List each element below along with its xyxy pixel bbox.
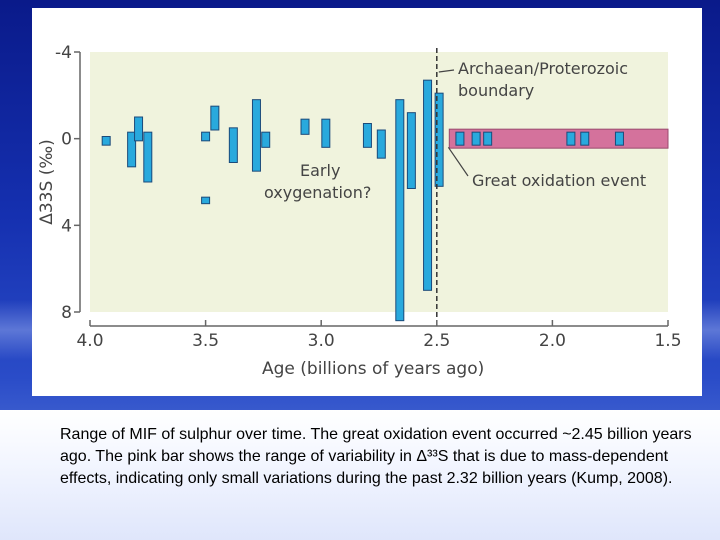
- range-bar: [143, 131, 153, 183]
- range-bar: [406, 112, 416, 189]
- x-tick-label: 3.5: [192, 331, 219, 351]
- x-tick-label: 2.5: [423, 331, 450, 351]
- y-tick-label: -4: [55, 43, 72, 63]
- early-oxygenation-label: Early: [300, 161, 340, 180]
- range-bar: [455, 131, 465, 146]
- range-bar: [201, 131, 211, 142]
- range-bar: [251, 99, 261, 172]
- range-bar: [566, 131, 576, 146]
- range-bar: [483, 131, 493, 146]
- range-bar: [321, 118, 331, 148]
- figure-caption: Range of MIF of sulphur over time. The g…: [60, 426, 692, 487]
- range-bar: [580, 131, 590, 146]
- x-axis-title: Age (billions of years ago): [262, 359, 484, 379]
- range-bar: [127, 131, 137, 168]
- x-tick-label: 1.5: [654, 331, 681, 351]
- range-bar: [201, 196, 211, 205]
- range-bar: [471, 131, 481, 146]
- range-bar: [362, 123, 372, 148]
- x-tick-label: 2.0: [539, 331, 566, 351]
- y-tick-label: 4: [61, 216, 72, 236]
- range-bar: [423, 79, 433, 291]
- early-oxygenation-label: oxygenation?: [264, 183, 371, 202]
- range-bar: [261, 131, 271, 148]
- range-bar: [614, 131, 624, 146]
- caption-panel: Range of MIF of sulphur over time. The g…: [0, 410, 720, 540]
- range-bar: [376, 129, 386, 159]
- y-tick-label: 0: [61, 130, 72, 150]
- great-oxidation-leader-line: [447, 146, 469, 177]
- boundary-leader-line: [438, 69, 455, 73]
- sulphur-mif-chart: -4 0 4 84.0 3.5 3.0 2.5 2.0 1.5 Age (billions of …: [37, 43, 682, 379]
- range-bar: [395, 99, 405, 322]
- x-tick-label: 3.0: [308, 331, 335, 351]
- great-oxidation-label: Great oxidation event: [472, 171, 646, 190]
- range-bar: [434, 92, 444, 187]
- range-bar: [228, 127, 238, 164]
- y-tick-label: 8: [61, 303, 72, 323]
- boundary-label: boundary: [458, 81, 534, 100]
- figure-panel: -4 0 4 8 4.0 3.5 3.0 2.5 2.0 1.5 Age (billions of …: [32, 8, 702, 396]
- x-tick-label: 4.0: [76, 331, 103, 351]
- plot-area: [90, 52, 668, 312]
- range-bar: [134, 116, 144, 142]
- range-bar: [300, 118, 310, 135]
- y-axis-title: Δ33S (‰): [37, 139, 57, 225]
- range-bar: [210, 105, 220, 131]
- boundary-label: Archaean/Proterozoic: [458, 59, 628, 78]
- mass-dependent-range-band: [448, 128, 669, 149]
- range-bar: [101, 136, 111, 146]
